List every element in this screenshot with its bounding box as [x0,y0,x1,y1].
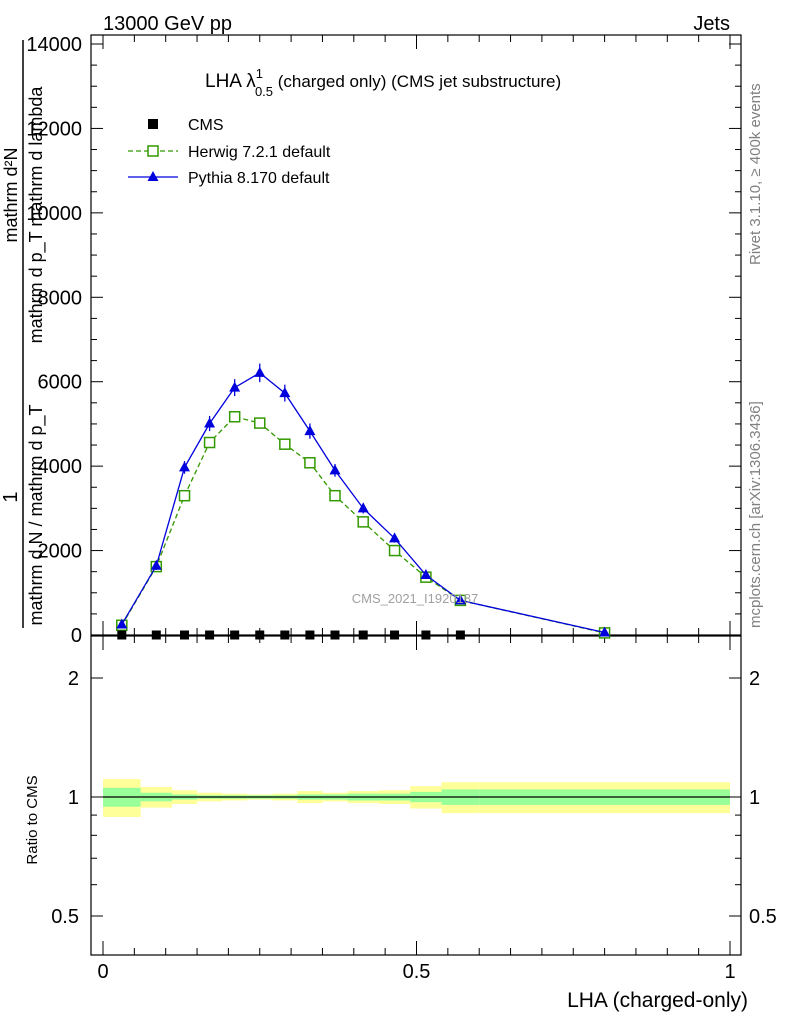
ratio-y-tick-label-right: 0.5 [749,906,777,928]
legend-marker-herwig [147,145,159,157]
pythia-line [121,372,605,634]
x-tick-label: 0 [97,961,108,983]
legend-label-cms: CMS [188,117,224,134]
pythia-point [304,425,316,436]
main-y-tick-label: 2000 [38,541,83,563]
herwig-point [329,489,341,502]
main-y-tick-label: 8000 [38,287,83,309]
cms-point [390,630,400,640]
cms-point [117,630,127,640]
main-y-tick-label: 14000 [26,34,82,56]
cms-point [358,630,368,640]
main-y-tick-label: 10000 [26,203,82,225]
herwig-point [178,489,191,502]
y-axis-label-ratio: Ratio to CMS [24,775,41,864]
header-left: 13000 GeV pp [103,13,232,35]
main-y-tick-label: 12000 [26,118,82,140]
cms-point [255,630,265,640]
y-label-prefactor: 1 [0,491,22,502]
ratio-y-tick-label-right: 2 [749,668,760,690]
x-tick-label: 1 [724,961,735,983]
y-label-norm: mathrm d N / mathrm d p_T [26,404,47,625]
cms-point [305,630,315,640]
herwig-point [279,438,291,450]
pythia-point [150,559,162,570]
main-y-tick-label: 4000 [38,456,83,478]
pythia-point [229,381,241,392]
ratio-uncertainty-bands [103,779,730,818]
y-label-numerator: mathrm d²N [1,147,21,242]
main-title-sub: 0.5 [255,84,273,99]
pythia-point [389,532,401,543]
mcplots-info: mcplots.cern.ch [arXiv:1306.3436] [747,401,764,628]
cms-point [421,630,431,640]
ratio-y-tick-label-left: 2 [68,668,79,690]
cms-point [180,630,190,640]
herwig-point [357,516,369,528]
y-axis-label-main: 1 mathrm d²N mathrm d N / mathrm d p_T m… [0,40,47,628]
herwig-point [388,544,401,557]
cms-point [205,630,215,640]
pythia-point [179,461,191,472]
main-title-sup: 1 [256,66,263,81]
cms-point [230,630,240,640]
legend-marker-cms [148,119,158,129]
cms-point [151,630,161,640]
main-y-tick-label: 6000 [38,372,83,394]
y-label-denominator: mathrm d p_T mathrm d lambda [26,86,47,344]
pythia-point [279,387,291,398]
pythia-point [357,502,369,513]
main-title-base: LHA λ [205,71,256,92]
main-title: LHA λ1 0.5 (charged only) (CMS jet substr… [205,66,561,99]
legend-marker-pythia [147,171,159,181]
x-tick-label: 0.5 [403,961,431,983]
watermark: CMS_2021_I1920187 [352,591,479,606]
legend: CMS Herwig 7.2.1 default Pythia 8.170 defa… [128,117,331,187]
pythia-point [329,464,341,475]
rivet-info: Rivet 3.1.10, ≥ 400k events [747,83,764,265]
herwig-point [304,457,316,469]
ratio-y-tick-label-right: 1 [749,787,760,809]
ratio-y-tick-label-left: 0.5 [51,906,79,928]
pythia-point [454,594,466,605]
pythia-point [204,417,216,428]
herwig-line [121,416,605,634]
series-layer [116,363,611,640]
cms-point [280,630,290,640]
main-title-rest: (charged only) (CMS jet substructure) [273,72,561,91]
pythia-point [254,366,266,377]
ratio-y-tick-label-left: 1 [68,787,79,809]
header-right: Jets [693,13,730,35]
herwig-point [254,417,266,429]
main-y-tick-label: 0 [71,625,82,647]
axis-ticks: 0 2000 4000 6000 8000 10000 12000 14000 0 0.5 1 0.5… [26,34,776,983]
herwig-point [228,411,241,423]
herwig-point [203,436,216,449]
pythia-point [599,626,611,637]
pythia-point [116,618,128,629]
legend-label-pythia: Pythia 8.170 default [188,170,330,187]
cms-point [455,630,465,640]
pythia-point [420,569,432,580]
cms-point [330,630,340,640]
legend-label-herwig: Herwig 7.2.1 default [188,144,331,161]
x-axis-label: LHA (charged-only) [567,989,748,1012]
